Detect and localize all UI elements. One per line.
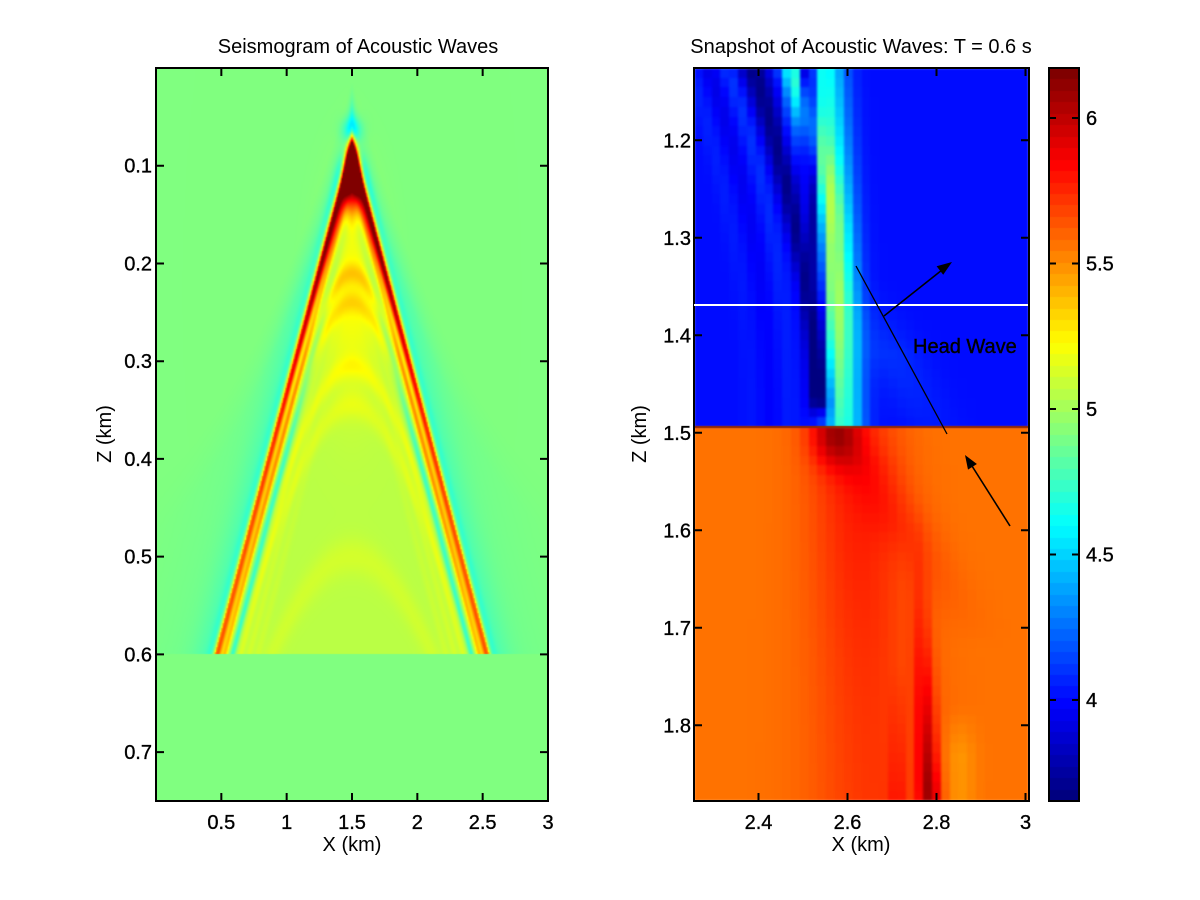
svg-text:6: 6 <box>1086 108 1097 130</box>
svg-text:4.5: 4.5 <box>1086 545 1114 567</box>
svg-text:3: 3 <box>1020 812 1031 834</box>
svg-text:2: 2 <box>412 812 423 834</box>
svg-text:X (km): X (km) <box>323 834 382 856</box>
svg-text:1.4: 1.4 <box>663 325 691 347</box>
svg-text:5.5: 5.5 <box>1086 254 1114 276</box>
svg-text:2.8: 2.8 <box>923 812 951 834</box>
svg-text:0.3: 0.3 <box>124 351 152 373</box>
svg-text:2.6: 2.6 <box>834 812 862 834</box>
svg-text:Z (km): Z (km) <box>629 405 651 463</box>
svg-text:1.5: 1.5 <box>338 812 366 834</box>
svg-text:1.6: 1.6 <box>663 520 691 542</box>
svg-text:2.5: 2.5 <box>469 812 497 834</box>
svg-text:1: 1 <box>281 812 292 834</box>
svg-text:Seismogram of Acoustic Waves: Seismogram of Acoustic Waves <box>218 36 498 58</box>
svg-text:0.2: 0.2 <box>124 253 152 275</box>
svg-text:0.5: 0.5 <box>124 547 152 569</box>
svg-text:5: 5 <box>1086 399 1097 421</box>
svg-text:1.3: 1.3 <box>663 228 691 250</box>
svg-text:0.6: 0.6 <box>124 644 152 666</box>
svg-text:1.5: 1.5 <box>663 423 691 445</box>
svg-text:0.5: 0.5 <box>207 812 235 834</box>
svg-text:0.7: 0.7 <box>124 742 152 764</box>
svg-text:4: 4 <box>1086 690 1097 712</box>
svg-text:1.7: 1.7 <box>663 618 691 640</box>
svg-text:X (km): X (km) <box>832 834 891 856</box>
svg-text:Snapshot of Acoustic Waves: T: Snapshot of Acoustic Waves: T = 0.6 s <box>690 36 1031 58</box>
svg-text:0.1: 0.1 <box>124 156 152 178</box>
svg-text:0.4: 0.4 <box>124 449 152 471</box>
svg-text:1.2: 1.2 <box>663 130 691 152</box>
svg-text:Z (km): Z (km) <box>94 405 116 463</box>
svg-text:Head Wave: Head Wave <box>913 336 1017 358</box>
svg-text:1.8: 1.8 <box>663 715 691 737</box>
svg-text:3: 3 <box>542 812 553 834</box>
svg-text:2.4: 2.4 <box>745 812 773 834</box>
